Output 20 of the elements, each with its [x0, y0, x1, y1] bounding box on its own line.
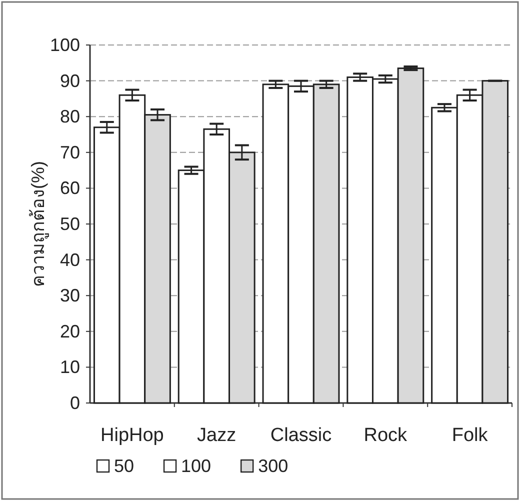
y-tick-label: 80 [60, 106, 80, 127]
y-tick-label: 0 [70, 393, 80, 413]
x-tick-label: Classic [270, 425, 332, 446]
x-tick-label: Rock [364, 425, 408, 446]
y-tick-label: 60 [60, 178, 80, 198]
y-tick-label: 30 [60, 286, 80, 306]
y-tick-label: 10 [60, 357, 80, 378]
legend-label: 300 [258, 456, 288, 476]
y-tick-label: 20 [60, 321, 80, 342]
y-tick-label: 70 [60, 142, 80, 162]
x-tick-label: Jazz [197, 425, 236, 446]
x-tick-label: HipHop [100, 425, 164, 446]
y-axis-title: ความถูกต้อง(%) [28, 161, 49, 287]
y-tick-label: 100 [50, 35, 80, 55]
y-tick-label: 90 [60, 70, 80, 91]
legend-label: 100 [181, 456, 212, 476]
legend-label: 50 [114, 456, 134, 476]
y-tick-label: 50 [60, 214, 80, 234]
x-tick-label: Folk [452, 425, 488, 446]
y-tick-label: 40 [60, 250, 80, 270]
